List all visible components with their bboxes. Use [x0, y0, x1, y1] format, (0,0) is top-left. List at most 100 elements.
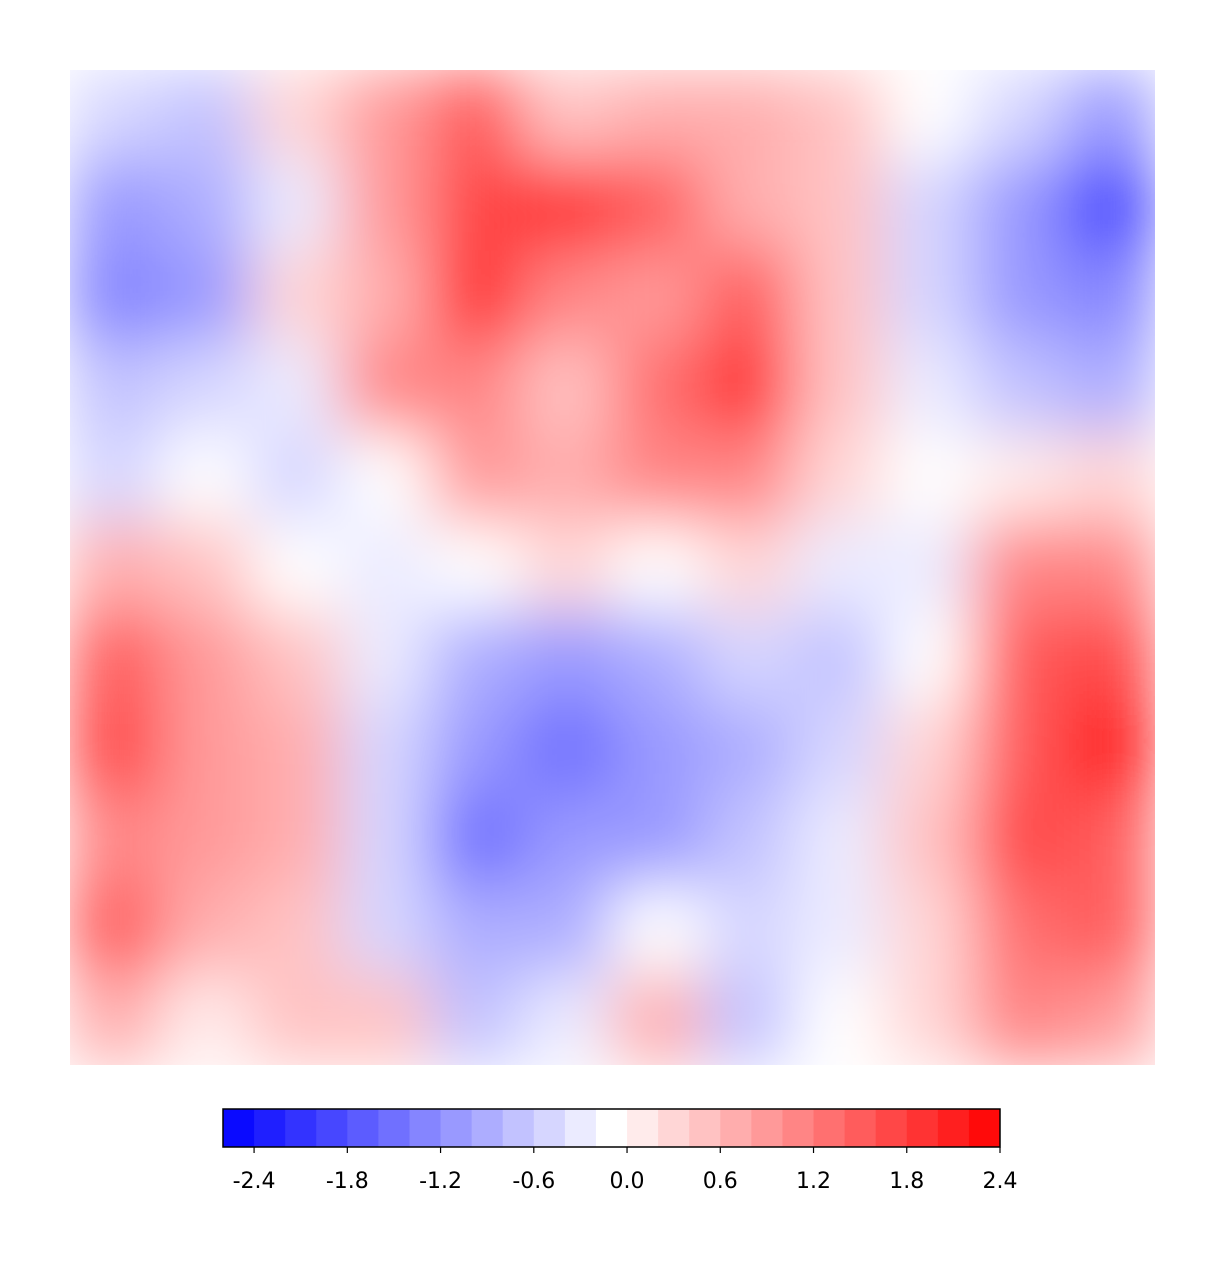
contour-cell — [70, 70, 161, 161]
contour-cell — [70, 793, 161, 885]
contour-cell — [702, 612, 794, 704]
contour-cell — [612, 340, 704, 433]
contour-cell — [431, 883, 523, 976]
contour-cell — [973, 612, 1066, 704]
contour-cell — [973, 159, 1066, 252]
contour-cell — [431, 702, 523, 795]
contour-cell — [883, 702, 975, 795]
contour-cell — [521, 521, 613, 614]
contour-cell — [70, 431, 161, 523]
colorbar-segment — [968, 1109, 1001, 1147]
contour-cell — [521, 431, 613, 523]
contour-cell — [159, 70, 252, 161]
plot-area — [70, 70, 1155, 1065]
contour-cell — [973, 431, 1066, 523]
contour-cell — [1064, 250, 1155, 342]
contour-cell — [70, 340, 161, 433]
contour-cell — [340, 974, 433, 1065]
colorbar-frame — [222, 1108, 1001, 1148]
contour-cell — [159, 340, 252, 433]
colorbar-segment — [316, 1109, 348, 1147]
contour-cell — [973, 974, 1066, 1065]
colorbar-tick-label: -0.6 — [512, 1169, 555, 1194]
contour-cell — [70, 974, 161, 1065]
colorbar-tick-label: 0.0 — [610, 1169, 645, 1194]
contour-cell — [159, 612, 252, 704]
colorbar-segment — [595, 1109, 628, 1147]
contour-cell — [521, 974, 613, 1065]
contour-cell — [431, 340, 523, 433]
contour-cell — [883, 159, 975, 252]
colorbar-segment — [378, 1109, 410, 1147]
contour-cell — [70, 159, 161, 252]
contour-cell — [702, 250, 794, 342]
colorbar-segment — [658, 1109, 690, 1147]
contour-cell — [250, 250, 342, 342]
contour-cell — [159, 702, 252, 795]
contour-cell — [70, 250, 161, 342]
colorbar-tick-label: 2.4 — [983, 1169, 1018, 1194]
contour-cell — [431, 70, 523, 161]
contour-cell — [792, 159, 885, 252]
contour-cell — [340, 159, 433, 252]
contour-cell — [521, 159, 613, 252]
colorbar-segment — [440, 1109, 473, 1147]
contour-cell — [792, 974, 885, 1065]
contour-cell — [431, 521, 523, 614]
contour-cell — [250, 883, 342, 976]
contour-cell — [792, 340, 885, 433]
contour-cell — [340, 793, 433, 885]
contour-cell — [1064, 702, 1155, 795]
contour-cell — [70, 521, 161, 614]
contour-cell — [612, 612, 704, 704]
contour-cell — [612, 250, 704, 342]
contour-cell — [702, 974, 794, 1065]
contour-cell — [431, 612, 523, 704]
colorbar-segment — [906, 1109, 939, 1147]
contour-cell — [792, 612, 885, 704]
contour-cell — [973, 521, 1066, 614]
contour-cell — [702, 702, 794, 795]
contour-cell — [792, 702, 885, 795]
contour-cell — [1064, 521, 1155, 614]
contour-cell — [702, 70, 794, 161]
colorbar-segment — [689, 1109, 721, 1147]
contour-cell — [883, 793, 975, 885]
contour-cell — [1064, 793, 1155, 885]
contour-cell — [883, 340, 975, 433]
contour-cell — [431, 159, 523, 252]
contour-cell — [340, 340, 433, 433]
colorbar-segment — [285, 1109, 317, 1147]
contour-cell — [612, 883, 704, 976]
contour-cell — [1064, 974, 1155, 1065]
contour-cell — [702, 793, 794, 885]
contour-cell — [159, 250, 252, 342]
contour-cell — [159, 793, 252, 885]
contour-cell — [792, 793, 885, 885]
contour-cell — [702, 431, 794, 523]
contour-cell — [1064, 431, 1155, 523]
contour-cell — [431, 793, 523, 885]
contour-cell — [431, 431, 523, 523]
colorbar-segment — [533, 1109, 566, 1147]
contour-cell — [973, 340, 1066, 433]
contour-cell — [883, 70, 975, 161]
contour-cell — [883, 883, 975, 976]
contour-cell — [973, 883, 1066, 976]
contour-cell — [612, 159, 704, 252]
contour-cell — [159, 974, 252, 1065]
contour-cell — [250, 431, 342, 523]
contour-cell — [792, 250, 885, 342]
contour-cell — [612, 702, 704, 795]
contour-cell — [250, 70, 342, 161]
contour-cell — [521, 250, 613, 342]
colorbar-segment — [223, 1109, 255, 1147]
contour-cell — [250, 793, 342, 885]
contour-cell — [159, 159, 252, 252]
colorbar-tick-label: 0.6 — [703, 1169, 738, 1194]
contour-cell — [883, 431, 975, 523]
colorbar-segment — [409, 1109, 442, 1147]
colorbar-segment — [813, 1109, 846, 1147]
contour-cell — [431, 250, 523, 342]
contour-cell — [159, 431, 252, 523]
